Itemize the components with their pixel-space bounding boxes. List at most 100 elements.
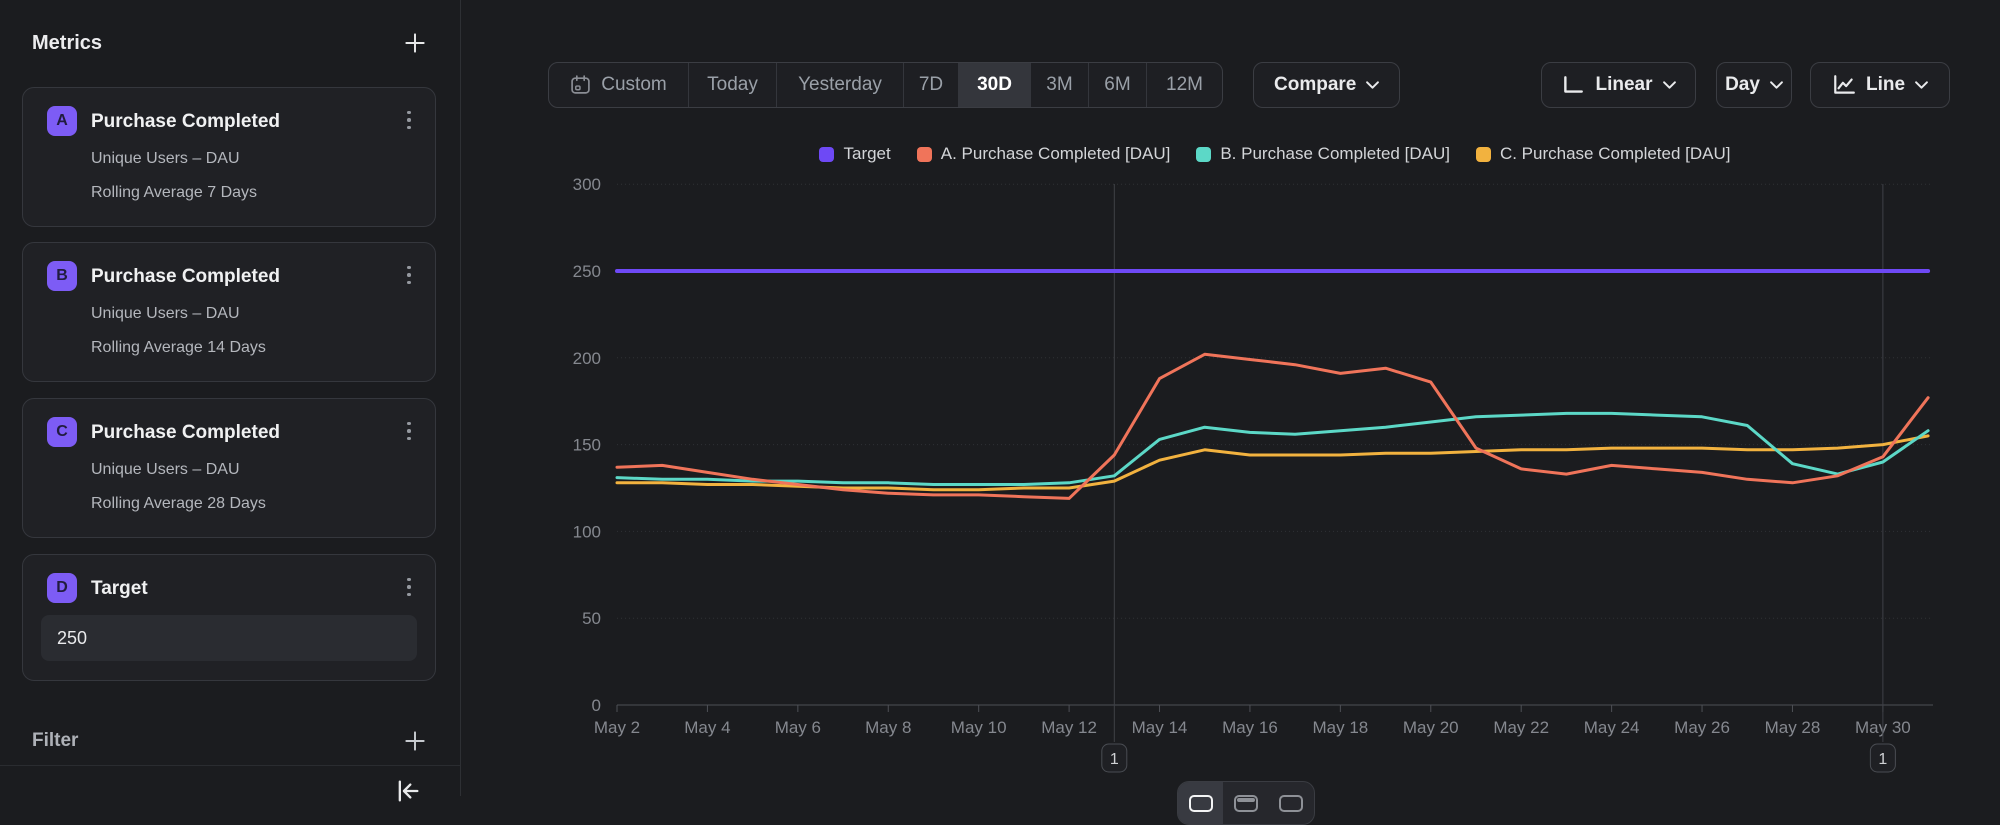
calendar-icon (571, 75, 591, 94)
metric-menu-button[interactable] (397, 571, 421, 603)
date-range-control: Custom Today Yesterday 7D 30D 3M 6M 12M (548, 62, 1223, 108)
legend-label: A. Purchase Completed [DAU] (940, 144, 1171, 163)
metric-title: Purchase Completed (91, 266, 280, 287)
legend-label: B. Purchase Completed [DAU] (1220, 144, 1450, 163)
target-title: Target (91, 578, 148, 599)
y-axis-label: 300 (573, 175, 601, 194)
range-6m[interactable]: 6M (1089, 63, 1147, 107)
legend-item[interactable]: A. Purchase Completed [DAU] (916, 144, 1171, 164)
filter-title: Filter (32, 730, 79, 751)
line-chart-icon (1834, 75, 1855, 94)
legend-swatch (1196, 146, 1212, 162)
range-label: Today (707, 74, 758, 95)
metric-rolling-average: Rolling Average 7 Days (91, 184, 258, 201)
x-axis-label: May 28 (1765, 718, 1821, 737)
range-7d[interactable]: 7D (904, 63, 959, 107)
range-30d[interactable]: 30D (959, 63, 1031, 107)
sidebar-divider (0, 765, 460, 766)
x-axis-label: May 10 (951, 718, 1007, 737)
chevron-down-icon (1366, 81, 1380, 89)
y-axis-label: 250 (573, 262, 601, 281)
metric-menu-button[interactable] (397, 415, 421, 447)
metric-measure: Unique Users – DAU (91, 305, 240, 322)
range-label: 6M (1104, 74, 1131, 95)
legend-item[interactable]: B. Purchase Completed [DAU] (1196, 144, 1450, 164)
compare-button[interactable]: Compare (1253, 62, 1401, 108)
range-label: 30D (977, 74, 1012, 95)
filter-section: Filter (32, 728, 428, 754)
range-label: 7D (918, 74, 944, 95)
range-yesterday[interactable]: Yesterday (777, 63, 904, 107)
annotation-marker[interactable] (1869, 743, 1896, 773)
target-value-input[interactable] (41, 615, 417, 661)
collapse-left-icon (398, 780, 419, 802)
legend-swatch (916, 146, 932, 162)
range-label: Custom (601, 74, 667, 95)
metrics-sidebar: Metrics A Purchase Completed Unique User… (0, 0, 461, 802)
x-axis-label: May 22 (1493, 718, 1549, 737)
x-axis-label: May 16 (1222, 718, 1278, 737)
y-axis-label: 150 (573, 436, 601, 455)
metric-menu-button[interactable] (397, 104, 421, 136)
plus-icon (405, 33, 425, 53)
range-12m[interactable]: 12M (1147, 63, 1222, 107)
y-axis-label: 100 (573, 522, 601, 541)
x-axis-label: May 8 (865, 718, 911, 737)
series-line-a (615, 352, 1930, 500)
legend-label: Target (843, 144, 891, 163)
series-line-c (615, 434, 1930, 492)
x-axis-label: May 14 (1132, 718, 1188, 737)
plus-icon (405, 731, 425, 751)
metric-title: Purchase Completed (91, 111, 280, 132)
sidebar-header: Metrics (32, 30, 428, 56)
x-axis-label: May 6 (775, 718, 821, 737)
interval-label: Day (1725, 74, 1760, 95)
x-axis-label: May 18 (1312, 718, 1368, 737)
metric-badge-b: B (47, 261, 77, 291)
y-axis-label: 0 (592, 696, 601, 715)
compare-label: Compare (1274, 74, 1357, 95)
view-toggle-table-button[interactable] (1223, 782, 1268, 824)
metric-title: Purchase Completed (91, 422, 280, 443)
chevron-down-icon (1770, 81, 1783, 89)
range-today[interactable]: Today (689, 63, 777, 107)
metric-badge-c: C (47, 417, 77, 447)
metric-badge-d: D (47, 573, 77, 603)
metric-badge-a: A (47, 106, 77, 136)
metric-menu-button[interactable] (397, 259, 421, 291)
range-custom[interactable]: Custom (549, 63, 689, 107)
interval-select-button[interactable]: Day (1716, 62, 1792, 108)
collapse-sidebar-button[interactable] (394, 778, 422, 804)
legend-item[interactable]: Target (819, 144, 891, 164)
metric-rolling-average: Rolling Average 28 Days (91, 495, 266, 512)
add-metric-button[interactable] (402, 30, 428, 56)
range-label: 3M (1046, 74, 1073, 95)
scale-label: Linear (1595, 74, 1653, 95)
bottom-view-toggle (1177, 781, 1315, 825)
add-filter-button[interactable] (402, 728, 428, 754)
metric-measure: Unique Users – DAU (91, 150, 240, 167)
plain-view-icon (1279, 794, 1304, 812)
legend-swatch (819, 146, 835, 162)
y-axis-label: 50 (582, 609, 601, 628)
card-view-icon (1188, 794, 1213, 812)
x-axis-label: May 20 (1403, 718, 1459, 737)
legend-item[interactable]: C. Purchase Completed [DAU] (1475, 144, 1731, 164)
view-toggle-card-button[interactable] (1178, 782, 1224, 824)
x-axis-label: May 30 (1855, 718, 1911, 737)
range-label: 12M (1166, 74, 1203, 95)
line-chart: 0 50 100 150 200 250 300 May 2 May 4 May 6 May 8 Ma… (573, 175, 1933, 773)
chart-type-button[interactable]: Line (1810, 62, 1950, 108)
metric-card-c: C Purchase Completed Unique Users – DAU … (22, 398, 436, 538)
annotation-marker-label: 1 (1110, 751, 1119, 768)
range-label: Yesterday (798, 74, 882, 95)
scale-select-button[interactable]: Linear (1541, 62, 1696, 108)
target-card: D Target (22, 554, 436, 681)
annotation-marker-label: 1 (1878, 751, 1887, 768)
table-view-icon (1233, 794, 1258, 812)
range-3m[interactable]: 3M (1031, 63, 1089, 107)
x-axis-label: May 26 (1674, 718, 1730, 737)
chart-panel: Custom Today Yesterday 7D 30D 3M 6M 12M Compare… (461, 0, 2000, 825)
view-toggle-plain-button[interactable] (1269, 782, 1314, 824)
annotation-marker[interactable] (1101, 743, 1128, 773)
